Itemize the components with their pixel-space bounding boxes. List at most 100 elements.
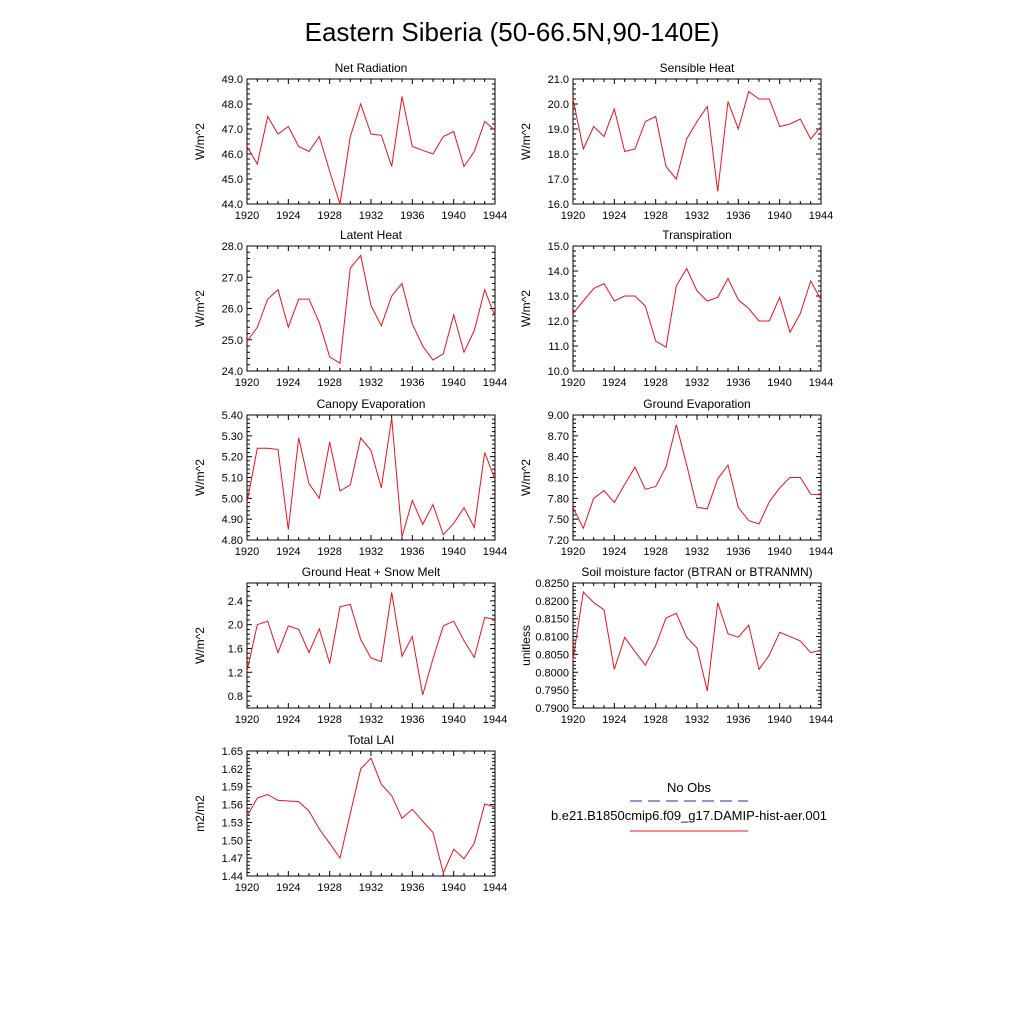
panel-title: Transpiration <box>662 228 732 242</box>
y-axis-label: unitless <box>519 625 533 666</box>
x-tick-label: 1928 <box>643 546 667 558</box>
x-tick-label: 1936 <box>400 546 424 558</box>
y-tick-label: 1.53 <box>222 817 243 829</box>
y-tick-label: 1.2 <box>228 667 243 679</box>
series-line-0 <box>572 590 822 692</box>
x-tick-label: 1920 <box>235 210 259 222</box>
y-axis-label: W/m^2 <box>519 459 533 496</box>
y-tick-label: 7.50 <box>548 514 569 526</box>
x-tick-label: 1924 <box>602 377 626 389</box>
legend-model-label: b.e21.B1850cmip6.f09_g17.DAMIP-hist-aer.… <box>551 808 827 823</box>
y-tick-label: 9.00 <box>548 410 569 422</box>
x-tick-label: 1924 <box>276 377 300 389</box>
y-tick-label: 47.0 <box>222 124 243 136</box>
x-tick-label: 1944 <box>483 210 507 222</box>
x-tick-label: 1924 <box>602 546 626 558</box>
y-axis-label: W/m^2 <box>193 123 207 160</box>
plot-frame <box>572 414 822 541</box>
x-tick-label: 1924 <box>276 714 300 726</box>
x-tick-label: 1940 <box>767 210 791 222</box>
y-tick-label: 7.80 <box>548 493 569 505</box>
y-tick-label: 4.80 <box>222 535 243 547</box>
x-tick-label: 1928 <box>643 377 667 389</box>
plot-frame <box>246 245 496 372</box>
series-line-0 <box>246 254 496 365</box>
y-tick-label: 14.0 <box>548 266 569 278</box>
x-tick-label: 1920 <box>235 546 259 558</box>
y-tick-label: 0.8 <box>228 691 243 703</box>
y-tick-label: 20.0 <box>548 99 569 111</box>
y-tick-label: 1.59 <box>222 782 243 794</box>
y-tick-label: 25.0 <box>222 335 243 347</box>
y-axis-label: W/m^2 <box>193 290 207 327</box>
x-tick-label: 1932 <box>685 377 709 389</box>
panel-1: Sensible Heat W/m^2 1920 1924 1928 1932 1936 19… <box>519 61 833 222</box>
panel-4: Canopy Evaporation W/m^2 1920 1924 1928 1932 1… <box>193 397 507 558</box>
series-line-0 <box>246 592 496 696</box>
panel-7: Soil moisture factor (BTRAN or BTRANMN) u… <box>519 565 833 726</box>
x-tick-label: 1944 <box>483 714 507 726</box>
y-tick-label: 0.7950 <box>535 685 569 697</box>
x-tick-label: 1932 <box>685 210 709 222</box>
y-tick-label: 45.0 <box>222 174 243 186</box>
x-tick-label: 1936 <box>726 546 750 558</box>
x-tick-label: 1928 <box>317 714 341 726</box>
panel-title: Sensible Heat <box>660 61 735 75</box>
panels: Net Radiation W/m^2 1920 1924 1928 1932 1936 19… <box>193 61 833 894</box>
panel-title: Ground Evaporation <box>643 397 750 411</box>
x-tick-label: 1936 <box>726 714 750 726</box>
x-tick-label: 1920 <box>235 714 259 726</box>
y-tick-label: 28.0 <box>222 241 243 253</box>
x-tick-label: 1932 <box>359 210 383 222</box>
x-tick-label: 1936 <box>400 210 424 222</box>
x-tick-label: 1944 <box>809 210 833 222</box>
y-tick-label: 0.8050 <box>535 649 569 661</box>
x-tick-label: 1932 <box>685 546 709 558</box>
panel-3: Transpiration W/m^2 1920 1924 1928 1932 1936 19… <box>519 228 833 389</box>
panel-title: Net Radiation <box>335 61 408 75</box>
y-tick-label: 0.8250 <box>535 578 569 590</box>
plot-frame <box>246 750 496 877</box>
x-tick-label: 1932 <box>685 714 709 726</box>
x-tick-label: 1920 <box>235 882 259 894</box>
y-tick-label: 7.20 <box>548 535 569 547</box>
y-tick-label: 0.8100 <box>535 632 569 644</box>
y-tick-label: 12.0 <box>548 316 569 328</box>
y-tick-label: 0.7900 <box>535 703 569 715</box>
x-tick-label: 1932 <box>359 377 383 389</box>
y-tick-label: 13.0 <box>548 291 569 303</box>
x-tick-label: 1920 <box>235 377 259 389</box>
x-tick-label: 1936 <box>726 377 750 389</box>
plot-frame <box>246 78 496 205</box>
x-tick-label: 1944 <box>483 377 507 389</box>
plot-frame <box>572 245 822 372</box>
x-tick-label: 1936 <box>400 377 424 389</box>
plot-frame <box>246 414 496 541</box>
plot-frame <box>246 582 496 709</box>
y-axis-label: m2/m2 <box>193 795 207 832</box>
x-tick-label: 1936 <box>726 210 750 222</box>
y-tick-label: 1.62 <box>222 764 243 776</box>
y-tick-label: 2.4 <box>228 596 243 608</box>
y-tick-label: 1.44 <box>222 871 243 883</box>
y-tick-label: 8.70 <box>548 431 569 443</box>
x-tick-label: 1940 <box>441 546 465 558</box>
x-tick-label: 1920 <box>561 546 585 558</box>
y-tick-label: 1.6 <box>228 643 243 655</box>
legend: No Obs b.e21.B1850cmip6.f09_g17.DAMIP-hi… <box>551 780 827 832</box>
x-tick-label: 1924 <box>276 546 300 558</box>
legend-obs-label: No Obs <box>667 780 712 795</box>
x-tick-label: 1940 <box>767 377 791 389</box>
y-tick-label: 8.10 <box>548 473 569 485</box>
x-tick-label: 1940 <box>767 714 791 726</box>
y-axis-label: W/m^2 <box>193 627 207 664</box>
y-axis-label: W/m^2 <box>519 123 533 160</box>
panel-0: Net Radiation W/m^2 1920 1924 1928 1932 1936 19… <box>193 61 507 222</box>
x-tick-label: 1920 <box>561 210 585 222</box>
x-tick-label: 1944 <box>809 546 833 558</box>
y-tick-label: 0.8150 <box>535 614 569 626</box>
x-tick-label: 1936 <box>400 882 424 894</box>
x-tick-label: 1924 <box>602 714 626 726</box>
y-tick-label: 15.0 <box>548 241 569 253</box>
series-line-0 <box>246 757 496 875</box>
